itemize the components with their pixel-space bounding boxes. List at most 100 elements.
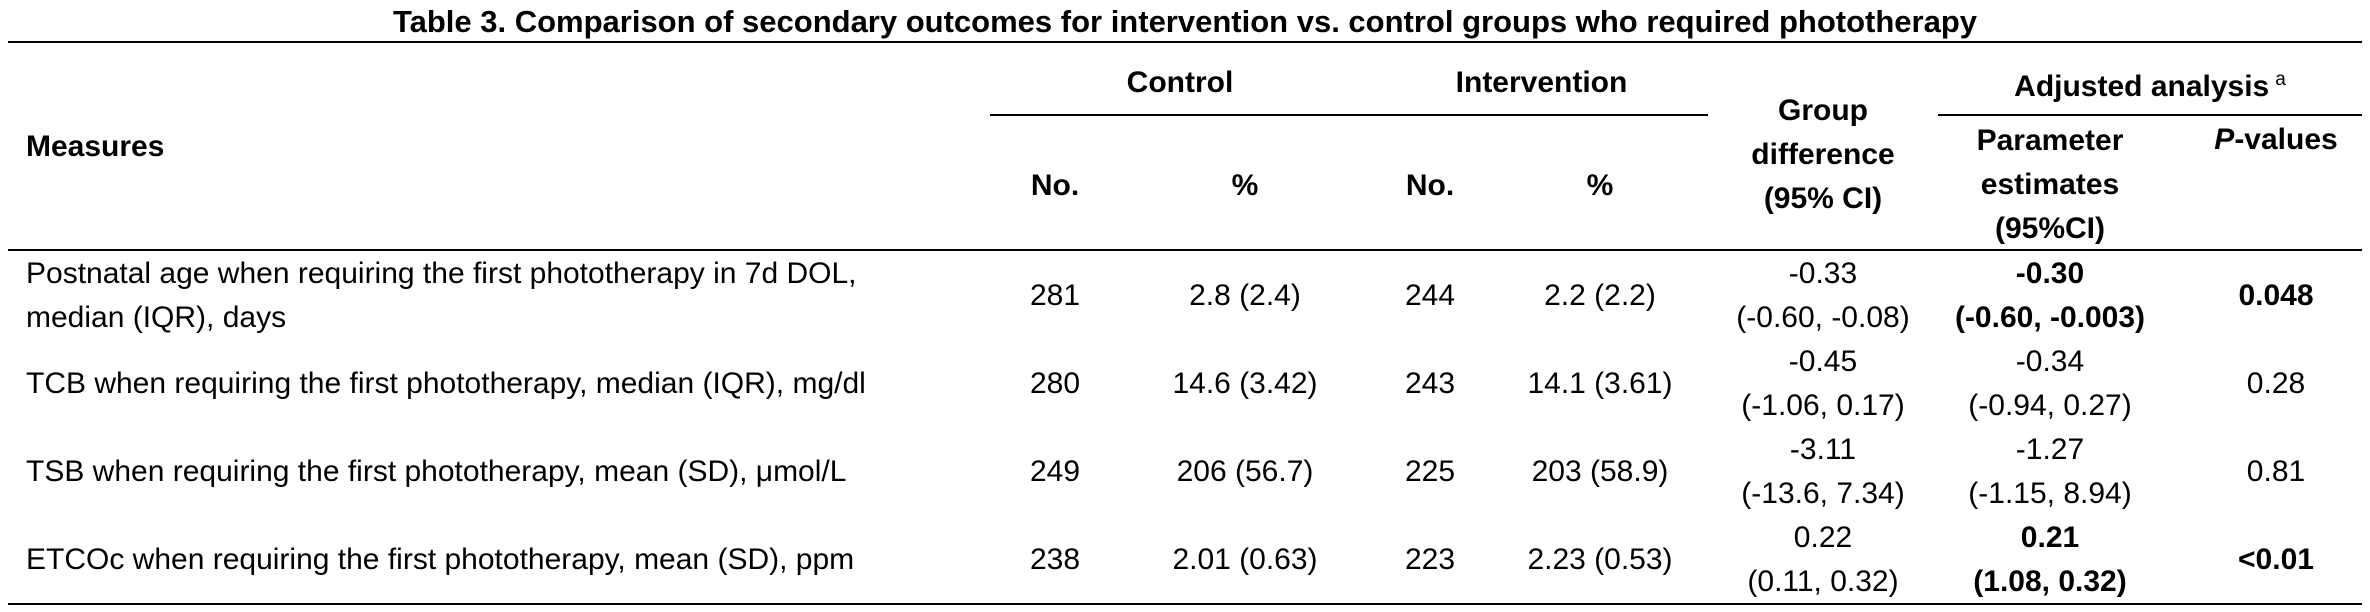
row-2-group-diff: -0.45 (-1.06, 0.17) bbox=[1710, 340, 1936, 428]
row-1-control-pct: 2.8 (2.4) bbox=[1150, 252, 1340, 340]
row-4-group-diff: 0.22 (0.11, 0.32) bbox=[1710, 516, 1936, 604]
row-2-control-pct-value: 14.6 (3.42) bbox=[1172, 367, 1318, 400]
row-4-param-est: 0.21 (1.08, 0.32) bbox=[1920, 516, 2180, 604]
header-intervention-pct: % bbox=[1510, 164, 1690, 208]
header-adjusted-analysis: Adjusted analysis a bbox=[1938, 58, 2362, 108]
row-3-intervention-no: 225 bbox=[1375, 428, 1485, 516]
row-2-group-diff-estimate: -0.45 bbox=[1788, 345, 1858, 378]
header-control-pct-label: % bbox=[1231, 169, 1259, 202]
row-4-measure-line1: ETCOc when requiring the first photother… bbox=[26, 543, 855, 576]
row-2-param-est: -0.34 (-0.94, 0.27) bbox=[1920, 340, 2180, 428]
adjusted-group-rule bbox=[1938, 114, 2362, 116]
row-1-group-diff: -0.33 (-0.60, -0.08) bbox=[1710, 252, 1936, 340]
row-4-group-diff-ci: (0.11, 0.32) bbox=[1747, 565, 1899, 598]
adjusted-footnote-marker: a bbox=[2275, 68, 2286, 90]
row-3-control-no: 249 bbox=[1000, 428, 1110, 516]
row-2-param-est-estimate: -0.34 bbox=[2015, 345, 2085, 378]
row-4-group-diff-estimate: 0.22 bbox=[1793, 521, 1853, 554]
header-measures-label: Measures bbox=[26, 129, 165, 163]
row-4-intervention-pct-value: 2.23 (0.53) bbox=[1527, 543, 1673, 576]
row-1-control-no-value: 281 bbox=[1029, 279, 1081, 312]
row-4-param-est-ci: (1.08, 0.32) bbox=[1973, 565, 2127, 598]
row-2-measure: TCB when requiring the first phototherap… bbox=[26, 340, 986, 428]
row-1-param-est-ci: (-0.60, -0.003) bbox=[1954, 301, 2146, 334]
control-group-rule bbox=[990, 114, 1708, 116]
header-control-label: Control bbox=[1126, 66, 1234, 99]
header-intervention-no: No. bbox=[1375, 164, 1485, 208]
row-4-control-pct-value: 2.01 (0.63) bbox=[1172, 543, 1318, 576]
row-4-p-value: <0.01 bbox=[2190, 516, 2362, 604]
header-intervention-no-label: No. bbox=[1405, 169, 1455, 202]
row-3-control-no-value: 249 bbox=[1029, 455, 1081, 488]
row-4-intervention-pct: 2.23 (0.53) bbox=[1510, 516, 1690, 604]
row-3-group-diff: -3.11 (-13.6, 7.34) bbox=[1710, 428, 1936, 516]
row-1-group-diff-ci: (-0.60, -0.08) bbox=[1736, 301, 1910, 334]
header-parameter-line2: estimates bbox=[1980, 168, 2120, 201]
header-group-difference-line2: difference bbox=[1751, 138, 1895, 171]
header-p-rest: -values bbox=[2234, 123, 2338, 156]
row-4-control-no-value: 238 bbox=[1029, 543, 1081, 576]
header-parameter-line3: (95%CI) bbox=[1994, 212, 2106, 245]
row-1-measure: Postnatal age when requiring the first p… bbox=[26, 252, 986, 340]
row-4-measure: ETCOc when requiring the first photother… bbox=[26, 516, 986, 604]
row-3-p-value-text: 0.81 bbox=[2246, 455, 2306, 488]
row-3-param-est-estimate: -1.27 bbox=[2015, 433, 2085, 466]
header-control-pct: % bbox=[1150, 164, 1340, 208]
row-2-intervention-pct-value: 14.1 (3.61) bbox=[1527, 367, 1673, 400]
header-control-no: No. bbox=[1000, 164, 1110, 208]
top-rule bbox=[8, 41, 2362, 43]
row-1-intervention-pct: 2.2 (2.2) bbox=[1510, 252, 1690, 340]
row-3-param-est: -1.27 (-1.15, 8.94) bbox=[1920, 428, 2180, 516]
row-1-param-est: -0.30 (-0.60, -0.003) bbox=[1920, 252, 2180, 340]
row-3-param-est-ci: (-1.15, 8.94) bbox=[1968, 477, 2132, 510]
row-1-measure-line1: Postnatal age when requiring the first p… bbox=[26, 257, 857, 290]
header-intervention-label: Intervention bbox=[1455, 66, 1628, 99]
row-2-p-value: 0.28 bbox=[2190, 340, 2362, 428]
header-p-italic: P bbox=[2214, 123, 2235, 156]
row-1-intervention-no: 244 bbox=[1375, 252, 1485, 340]
row-2-measure-line1: TCB when requiring the first phototherap… bbox=[26, 367, 866, 400]
row-3-p-value: 0.81 bbox=[2190, 428, 2362, 516]
row-4-intervention-no-value: 223 bbox=[1404, 543, 1456, 576]
row-2-intervention-no: 243 bbox=[1375, 340, 1485, 428]
row-2-control-no-value: 280 bbox=[1029, 367, 1081, 400]
row-2-intervention-no-value: 243 bbox=[1404, 367, 1456, 400]
header-intervention: Intervention bbox=[1375, 58, 1708, 108]
row-3-intervention-no-value: 225 bbox=[1404, 455, 1456, 488]
header-parameter-estimates: Parameter estimates (95%CI) bbox=[1940, 120, 2160, 250]
row-2-control-no: 280 bbox=[1000, 340, 1110, 428]
row-1-intervention-pct-value: 2.2 (2.2) bbox=[1544, 279, 1656, 312]
table-title: Table 3. Comparison of secondary outcome… bbox=[392, 4, 1978, 39]
row-2-p-value-text: 0.28 bbox=[2246, 367, 2306, 400]
header-p-values: P-values bbox=[2190, 118, 2362, 162]
row-3-intervention-pct: 203 (58.9) bbox=[1510, 428, 1690, 516]
row-4-p-value-text: <0.01 bbox=[2238, 543, 2314, 576]
row-3-control-pct: 206 (56.7) bbox=[1150, 428, 1340, 516]
row-3-control-pct-value: 206 (56.7) bbox=[1176, 455, 1314, 488]
row-2-control-pct: 14.6 (3.42) bbox=[1150, 340, 1340, 428]
row-1-control-no: 281 bbox=[1000, 252, 1110, 340]
row-1-p-value: 0.048 bbox=[2190, 252, 2362, 340]
row-3-group-diff-ci: (-13.6, 7.34) bbox=[1741, 477, 1905, 510]
header-group-difference-line1: Group bbox=[1778, 94, 1868, 127]
row-4-control-no: 238 bbox=[1000, 516, 1110, 604]
row-1-control-pct-value: 2.8 (2.4) bbox=[1189, 279, 1301, 312]
row-1-intervention-no-value: 244 bbox=[1404, 279, 1456, 312]
header-group-difference-line3: (95% CI) bbox=[1763, 182, 1883, 215]
row-2-intervention-pct: 14.1 (3.61) bbox=[1510, 340, 1690, 428]
header-intervention-pct-label: % bbox=[1586, 169, 1614, 202]
row-3-group-diff-estimate: -3.11 bbox=[1789, 433, 1857, 466]
row-1-param-est-estimate: -0.30 bbox=[2015, 257, 2085, 290]
row-1-group-diff-estimate: -0.33 bbox=[1788, 257, 1858, 290]
header-group-difference: Group difference (95% CI) bbox=[1710, 60, 1936, 250]
row-4-param-est-estimate: 0.21 bbox=[2020, 521, 2080, 554]
row-1-measure-line2: median (IQR), days bbox=[26, 301, 287, 334]
header-measures: Measures bbox=[26, 44, 926, 249]
header-bottom-rule bbox=[8, 249, 2362, 251]
row-3-intervention-pct-value: 203 (58.9) bbox=[1531, 455, 1669, 488]
row-3-measure-line1: TSB when requiring the first phototherap… bbox=[26, 455, 847, 488]
row-2-param-est-ci: (-0.94, 0.27) bbox=[1968, 389, 2132, 422]
bottom-rule bbox=[8, 603, 2362, 605]
header-control-no-label: No. bbox=[1030, 169, 1080, 202]
